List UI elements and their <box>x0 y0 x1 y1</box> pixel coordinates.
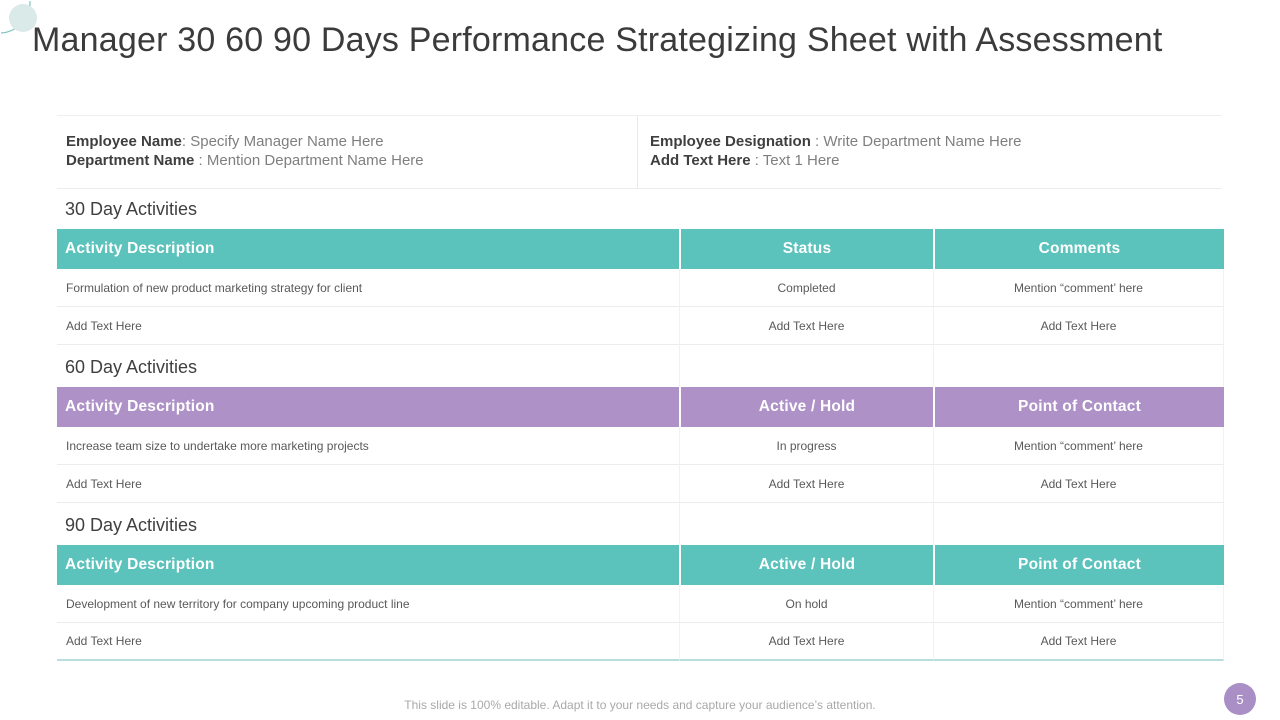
section-title-90-day: 90 Day Activities <box>65 515 198 535</box>
info-value: : Mention Department Name Here <box>194 152 424 169</box>
info-label: Employee Designation <box>650 133 811 150</box>
header-cell-status: Status <box>679 229 933 269</box>
body-cell: Formulation of new product marketing str… <box>57 269 679 307</box>
body-cell: In progress <box>679 427 933 465</box>
slide-title: Manager 30 60 90 Days Performance Strate… <box>32 21 1163 59</box>
employee-info-panel: Employee Name: Specify Manager Name Here… <box>57 115 1222 189</box>
section-band-60-day: 60 Day Activities <box>57 345 1224 387</box>
info-field-add-text: Add Text Here : Text 1 Here <box>650 151 1222 170</box>
body-cell-placeholder: Add Text Here <box>933 623 1224 661</box>
body-cell-placeholder: Add Text Here <box>933 307 1224 345</box>
corner-decoration <box>0 0 37 34</box>
header-cell-activity-description: Activity Description <box>57 545 679 585</box>
page-number-badge: 5 <box>1224 683 1256 715</box>
slide-footer-note: This slide is 100% editable. Adapt it to… <box>404 698 876 712</box>
header-cell-activity-description: Activity Description <box>57 387 679 427</box>
header-cell-point-of-contact: Point of Contact <box>933 387 1224 427</box>
info-field-employee-designation: Employee Designation : Write Department … <box>650 132 1222 151</box>
body-cell-placeholder: Add Text Here <box>933 465 1224 503</box>
header-cell-active-hold: Active / Hold <box>679 545 933 585</box>
info-label: Department Name <box>66 152 195 169</box>
table-90-day: Activity Description Active / Hold Point… <box>57 545 1224 661</box>
info-value: : Specify Manager Name Here <box>181 133 384 150</box>
body-cell-placeholder: Add Text Here <box>57 623 679 661</box>
body-cell: Completed <box>679 269 933 307</box>
tables-area: 30 Day Activities Activity Description S… <box>57 197 1224 661</box>
employee-info-right-column: Employee Designation : Write Department … <box>638 116 1222 188</box>
body-cell-placeholder: Add Text Here <box>679 307 933 345</box>
body-cell-placeholder: Add Text Here <box>679 465 933 503</box>
info-label: Employee Name <box>66 133 182 150</box>
header-cell-activity-description: Activity Description <box>57 229 679 269</box>
section-band-90-day: 90 Day Activities <box>57 503 1224 545</box>
section-title-30-day: 30 Day Activities <box>65 199 198 219</box>
employee-info-left-column: Employee Name: Specify Manager Name Here… <box>57 116 638 188</box>
body-cell: Mention “comment’ here <box>933 427 1224 465</box>
info-field-department-name: Department Name : Mention Department Nam… <box>66 151 637 170</box>
body-cell-placeholder: Add Text Here <box>679 623 933 661</box>
info-value: : Text 1 Here <box>750 152 840 169</box>
info-field-employee-name: Employee Name: Specify Manager Name Here <box>66 132 637 151</box>
body-cell: Mention “comment’ here <box>933 269 1224 307</box>
header-cell-point-of-contact: Point of Contact <box>933 545 1224 585</box>
header-cell-comments: Comments <box>933 229 1224 269</box>
body-cell: Increase team size to undertake more mar… <box>57 427 679 465</box>
info-label: Add Text Here <box>650 152 751 169</box>
body-cell: Development of new territory for company… <box>57 585 679 623</box>
body-cell-placeholder: Add Text Here <box>57 465 679 503</box>
section-title-60-day: 60 Day Activities <box>65 357 198 377</box>
info-value: : Write Department Name Here <box>810 133 1022 150</box>
body-cell: On hold <box>679 585 933 623</box>
body-cell: Mention “comment’ here <box>933 585 1224 623</box>
header-cell-active-hold: Active / Hold <box>679 387 933 427</box>
table-60-day: Activity Description Active / Hold Point… <box>57 387 1224 503</box>
body-cell-placeholder: Add Text Here <box>57 307 679 345</box>
table-30-day: Activity Description Status Comments For… <box>57 229 1224 345</box>
